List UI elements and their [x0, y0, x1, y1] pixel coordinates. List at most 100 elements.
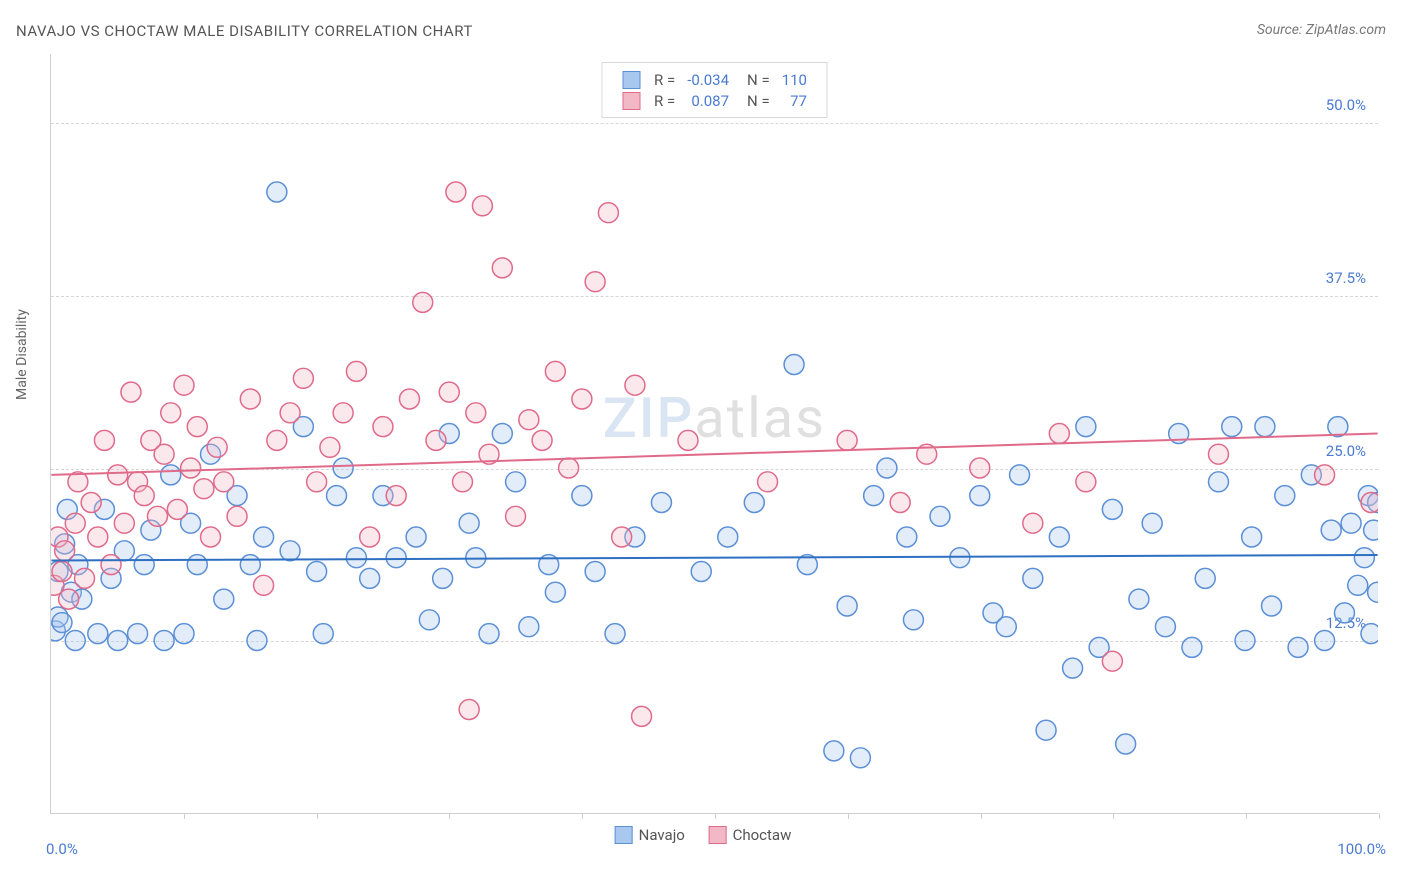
data-point	[1023, 513, 1043, 533]
data-point	[519, 617, 539, 637]
data-point	[1182, 637, 1202, 657]
data-point	[651, 493, 671, 513]
data-point	[506, 472, 526, 492]
data-point	[1255, 417, 1275, 437]
legend-row-navajo: R = -0.034 N = 110	[616, 69, 813, 90]
data-point	[897, 527, 917, 547]
data-point	[1102, 651, 1122, 671]
data-point	[545, 582, 565, 602]
data-point	[453, 472, 473, 492]
x-tick	[715, 813, 716, 819]
data-point	[333, 403, 353, 423]
swatch-choctaw-bottom	[709, 826, 727, 844]
data-point	[479, 624, 499, 644]
data-point	[1354, 548, 1374, 568]
data-point	[1076, 417, 1096, 437]
chart-plot-area: ZIPatlas R = -0.034 N = 110 R = 0.0	[50, 54, 1378, 814]
data-point	[52, 613, 72, 633]
data-point	[327, 486, 347, 506]
data-point	[890, 493, 910, 513]
data-point	[68, 472, 88, 492]
data-point	[678, 430, 698, 450]
data-point	[572, 389, 592, 409]
data-point	[1364, 520, 1378, 540]
x-tick	[317, 813, 318, 819]
data-point	[479, 444, 499, 464]
data-point	[240, 555, 260, 575]
data-point	[532, 430, 552, 450]
data-point	[950, 548, 970, 568]
data-point	[744, 493, 764, 513]
data-point	[1368, 582, 1378, 602]
data-point	[1102, 499, 1122, 519]
data-point	[1315, 465, 1335, 485]
data-point	[65, 513, 85, 533]
data-point	[307, 472, 327, 492]
data-point	[101, 555, 121, 575]
data-point	[506, 506, 526, 526]
data-point	[147, 506, 167, 526]
data-point	[585, 562, 605, 582]
data-point	[439, 382, 459, 402]
data-point	[691, 562, 711, 582]
data-point	[1334, 603, 1354, 623]
data-point	[1315, 631, 1335, 651]
data-point	[373, 417, 393, 437]
legend-item-choctaw: Choctaw	[709, 826, 792, 844]
data-point	[108, 465, 128, 485]
data-point	[1169, 424, 1189, 444]
data-point	[459, 700, 479, 720]
data-point	[1155, 617, 1175, 637]
data-point	[399, 389, 419, 409]
data-point	[784, 355, 804, 375]
data-point	[1036, 720, 1056, 740]
data-point	[346, 548, 366, 568]
data-point	[446, 182, 466, 202]
data-point	[181, 458, 201, 478]
data-point	[59, 589, 79, 609]
x-tick	[848, 813, 849, 819]
data-point	[519, 410, 539, 430]
x-tick	[1379, 813, 1380, 819]
data-point	[81, 493, 101, 513]
data-point	[492, 424, 512, 444]
data-point	[1235, 631, 1255, 651]
data-point	[187, 555, 207, 575]
data-point	[1361, 624, 1378, 644]
x-tick	[184, 813, 185, 819]
data-point	[545, 361, 565, 381]
series-legend: Navajo Choctaw	[605, 826, 802, 845]
swatch-choctaw	[622, 92, 640, 110]
data-point	[1348, 575, 1368, 595]
data-point	[134, 486, 154, 506]
data-point	[1321, 520, 1341, 540]
legend-label-choctaw: Choctaw	[733, 826, 792, 844]
data-point	[970, 486, 990, 506]
data-point	[307, 562, 327, 582]
data-point	[559, 458, 579, 478]
data-point	[94, 430, 114, 450]
data-point	[903, 610, 923, 630]
data-point	[1116, 734, 1136, 754]
data-point	[1208, 472, 1228, 492]
data-point	[293, 368, 313, 388]
data-point	[161, 403, 181, 423]
data-point	[466, 548, 486, 568]
data-point	[837, 430, 857, 450]
data-point	[605, 624, 625, 644]
data-point	[207, 437, 227, 457]
data-point	[75, 568, 95, 588]
data-point	[930, 506, 950, 526]
data-point	[333, 458, 353, 478]
data-point	[1023, 568, 1043, 588]
data-point	[1262, 596, 1282, 616]
data-point	[996, 617, 1016, 637]
data-point	[154, 631, 174, 651]
data-point	[718, 527, 738, 547]
data-point	[280, 403, 300, 423]
data-point	[433, 568, 453, 588]
data-point	[214, 472, 234, 492]
data-point	[320, 437, 340, 457]
n-value-navajo: 110	[776, 69, 813, 90]
r-value-choctaw: 0.087	[681, 90, 735, 111]
